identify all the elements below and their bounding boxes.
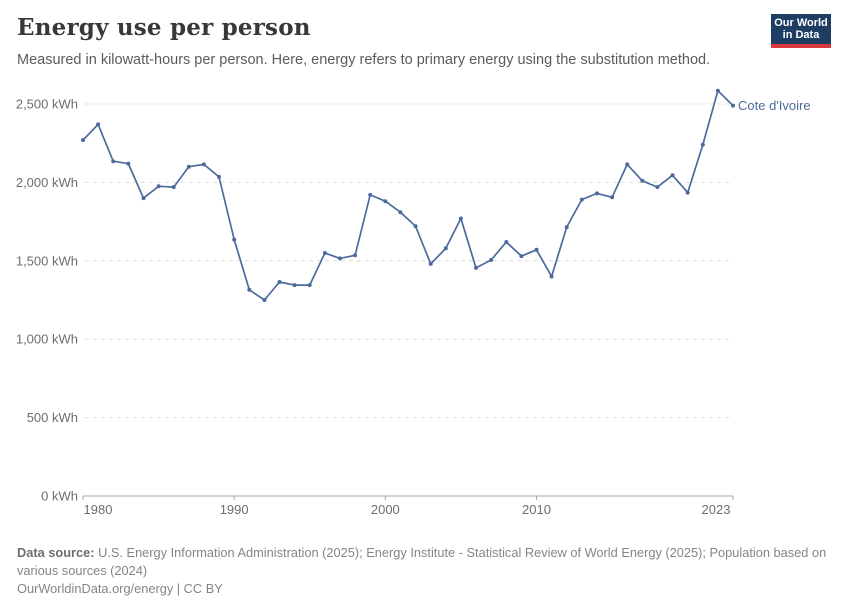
data-point[interactable] [458, 216, 463, 221]
y-tick-label: 500 kWh [27, 410, 78, 425]
datasource-text: U.S. Energy Information Administration (… [17, 544, 827, 579]
data-point[interactable] [625, 162, 630, 167]
owid-logo-line2: in Data [782, 29, 820, 41]
data-point[interactable] [353, 253, 358, 258]
data-point[interactable] [232, 237, 237, 242]
page-title: Energy use per person [17, 14, 311, 41]
data-point[interactable] [685, 190, 690, 195]
data-point[interactable] [579, 197, 584, 202]
data-point[interactable] [398, 210, 403, 215]
data-point[interactable] [413, 224, 418, 229]
data-point[interactable] [111, 159, 116, 164]
data-point[interactable] [96, 122, 101, 127]
data-point[interactable] [247, 287, 252, 292]
data-point[interactable] [549, 274, 554, 279]
y-tick-label: 1,000 kWh [16, 332, 78, 347]
data-point[interactable] [141, 196, 146, 201]
data-point[interactable] [428, 261, 433, 266]
data-point[interactable] [217, 174, 221, 179]
owid-logo-line1: Our World [774, 17, 828, 29]
y-tick-label: 1,500 kWh [16, 253, 78, 268]
data-point[interactable] [504, 240, 509, 244]
data-point[interactable] [564, 225, 569, 230]
y-tick-label: 0 kWh [41, 489, 78, 504]
data-point[interactable] [368, 192, 373, 197]
data-point[interactable] [338, 256, 342, 261]
x-tick-label: 2000 [371, 502, 400, 517]
x-tick-label: 2010 [522, 502, 551, 517]
x-tick-label: 2023 [702, 502, 731, 517]
data-point[interactable] [277, 280, 282, 284]
data-point[interactable] [534, 247, 539, 252]
data-point[interactable] [171, 185, 176, 190]
data-point[interactable] [670, 173, 675, 178]
data-point[interactable] [186, 164, 191, 169]
data-point[interactable] [292, 283, 297, 288]
data-point[interactable] [156, 184, 161, 189]
data-point[interactable] [126, 161, 131, 166]
data-point[interactable] [700, 142, 705, 147]
data-point[interactable] [655, 185, 660, 190]
data-point[interactable] [715, 88, 720, 93]
data-point[interactable] [201, 162, 206, 167]
x-tick-label: 1980 [84, 502, 113, 517]
data-point[interactable] [595, 191, 599, 196]
page-subtitle: Measured in kilowatt-hours per person. H… [17, 52, 711, 68]
data-point[interactable] [474, 265, 478, 270]
data-point[interactable] [519, 254, 524, 259]
data-line[interactable] [82, 89, 734, 301]
y-tick-label: 2,000 kWh [16, 175, 78, 190]
data-point[interactable] [262, 298, 267, 302]
owid-logo[interactable]: Our World in Data [771, 14, 831, 48]
data-point[interactable] [322, 251, 327, 255]
data-point[interactable] [640, 178, 645, 183]
data-point[interactable] [489, 258, 494, 262]
x-tick-label: 1990 [220, 502, 249, 517]
data-point[interactable] [383, 199, 388, 204]
footer-link[interactable]: OurWorldinData.org/energy | CC BY [17, 580, 223, 596]
data-point[interactable] [81, 138, 85, 143]
data-point[interactable] [610, 195, 615, 200]
data-point[interactable] [731, 103, 735, 108]
series-label: Cote d'Ivoire [738, 97, 811, 113]
footer-datasource: Data source: U.S. Energy Information Adm… [17, 544, 833, 581]
data-point[interactable] [307, 283, 312, 288]
y-tick-label: 2,500 kWh [16, 97, 78, 112]
datasource-label: Data source: [17, 544, 95, 560]
data-point[interactable] [443, 246, 448, 251]
